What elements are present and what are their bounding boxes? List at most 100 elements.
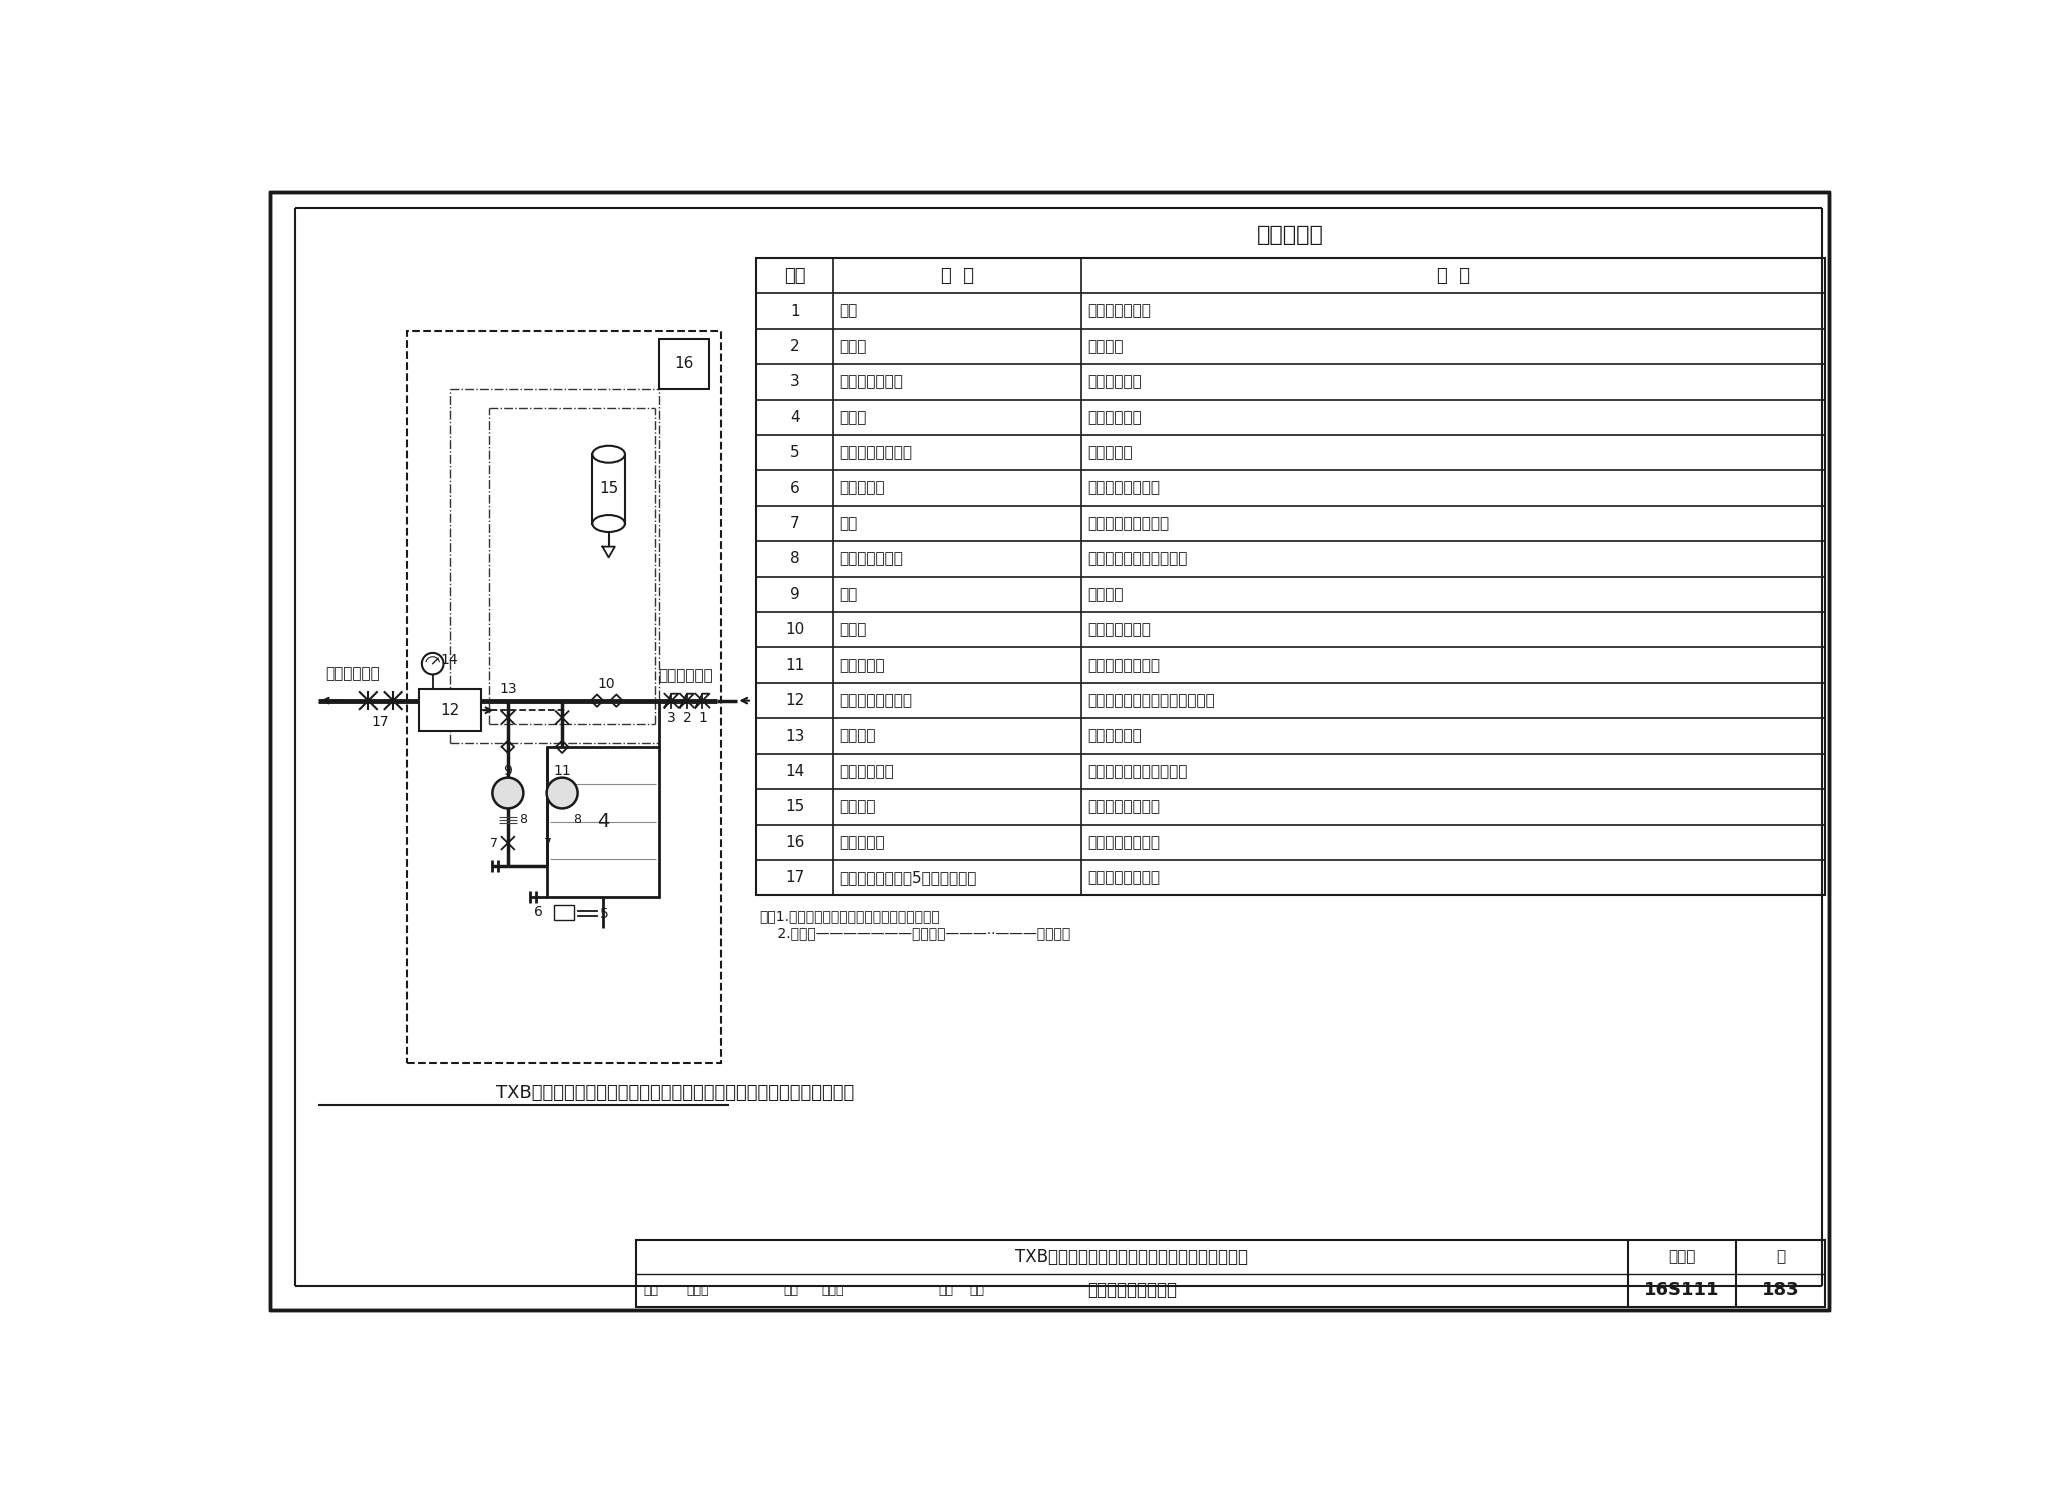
Text: 17: 17 — [371, 716, 389, 729]
Text: 水泵进、出口控制阀: 水泵进、出口控制阀 — [1087, 516, 1169, 531]
Text: TXB系列微机控制叠片同步自吸变频调速供水设备基本组成及控制原理图: TXB系列微机控制叠片同步自吸变频调速供水设备基本组成及控制原理图 — [496, 1085, 854, 1103]
Text: 13: 13 — [500, 682, 518, 696]
Ellipse shape — [592, 446, 625, 463]
Text: 校对: 校对 — [782, 1284, 799, 1298]
Text: 供连接消毒装置用: 供连接消毒装置用 — [1087, 870, 1161, 885]
Text: 1: 1 — [791, 304, 799, 318]
Text: 用  途: 用 途 — [1438, 266, 1470, 284]
Text: 9: 9 — [791, 586, 799, 601]
Text: 7: 7 — [489, 836, 498, 850]
Text: 主泵: 主泵 — [840, 586, 858, 601]
Circle shape — [422, 653, 444, 674]
Circle shape — [492, 778, 524, 808]
Text: 叠片同步自吸装置: 叠片同步自吸装置 — [840, 693, 913, 708]
Text: 10: 10 — [784, 622, 805, 637]
Bar — [555, 905, 573, 920]
Bar — [408, 330, 721, 1062]
Text: 3: 3 — [668, 711, 676, 725]
Text: 4: 4 — [791, 409, 799, 424]
Text: 液压水位控制阀: 液压水位控制阀 — [840, 375, 903, 390]
Text: 17: 17 — [784, 870, 805, 885]
Text: 2: 2 — [791, 339, 799, 354]
Text: 水质过滤: 水质过滤 — [1087, 339, 1124, 354]
Ellipse shape — [592, 515, 625, 533]
Text: 储水箱: 储水箱 — [840, 409, 866, 424]
Text: 183: 183 — [1761, 1281, 1800, 1299]
Text: 8: 8 — [791, 552, 799, 567]
Text: 9: 9 — [504, 765, 512, 778]
Text: 16: 16 — [784, 835, 805, 850]
Text: 水箱自洁消毒装置: 水箱自洁消毒装置 — [840, 445, 913, 460]
Text: 水箱进水控制阀: 水箱进水控制阀 — [1087, 304, 1151, 318]
Text: 消毒器接口（序号5未设置时用）: 消毒器接口（序号5未设置时用） — [840, 870, 977, 885]
Text: 电接点压力表: 电接点压力表 — [840, 763, 895, 778]
Text: 15: 15 — [598, 482, 618, 497]
Text: 储存所需水量: 储存所需水量 — [1087, 409, 1143, 424]
Text: 8: 8 — [520, 814, 528, 826]
Text: 14: 14 — [440, 653, 459, 667]
Text: 变频控制柜: 变频控制柜 — [840, 835, 885, 850]
Text: 连接用户管网: 连接用户管网 — [1087, 729, 1143, 744]
Text: 增压供水: 增压供水 — [1087, 586, 1124, 601]
Text: 刘旭军: 刘旭军 — [821, 1284, 844, 1298]
Bar — [547, 747, 659, 897]
Text: TXB系列微机控制叠片同步自吸变频调速供水设备: TXB系列微机控制叠片同步自吸变频调速供水设备 — [1016, 1247, 1247, 1266]
Text: 过滤器: 过滤器 — [840, 339, 866, 354]
Text: 8: 8 — [573, 814, 582, 826]
Text: 气压水罐: 气压水罐 — [840, 799, 877, 814]
Text: 不锈钢滤网: 不锈钢滤网 — [840, 481, 885, 496]
Text: 14: 14 — [784, 763, 805, 778]
Text: 2: 2 — [682, 711, 692, 725]
Text: 2.图例：———————控制线；———··———信号线。: 2.图例：———————控制线；———··———信号线。 — [760, 926, 1069, 940]
Text: 基本组成及控制原理: 基本组成及控制原理 — [1087, 1281, 1178, 1299]
Text: 3: 3 — [791, 375, 799, 390]
Text: 罗定元: 罗定元 — [686, 1284, 709, 1298]
Text: 防止蚊虫进入水箱: 防止蚊虫进入水箱 — [1087, 481, 1161, 496]
Text: 7: 7 — [791, 516, 799, 531]
Text: 4: 4 — [596, 812, 608, 832]
Text: 序号: 序号 — [784, 266, 805, 284]
Text: 水箱自动补水: 水箱自动补水 — [1087, 375, 1143, 390]
Bar — [756, 257, 1825, 896]
Text: 16S111: 16S111 — [1645, 1281, 1720, 1299]
Bar — [592, 454, 625, 524]
Text: 12: 12 — [440, 702, 459, 717]
Text: 1: 1 — [698, 711, 707, 725]
Text: 11: 11 — [553, 765, 571, 778]
Bar — [635, 1240, 1825, 1308]
Text: 止回阀: 止回阀 — [840, 622, 866, 637]
Bar — [418, 689, 481, 732]
Text: 图集号: 图集号 — [1669, 1248, 1696, 1265]
Text: 施炜: 施炜 — [969, 1284, 983, 1298]
Text: 出水总管: 出水总管 — [840, 729, 877, 744]
Text: 可曲挠橡胶接头: 可曲挠橡胶接头 — [840, 552, 903, 567]
Text: 10: 10 — [598, 677, 614, 690]
Bar — [659, 339, 709, 388]
Text: 对储水消毒: 对储水消毒 — [1087, 445, 1133, 460]
Text: 检测设备出水管供水压力: 检测设备出水管供水压力 — [1087, 763, 1188, 778]
Text: 7: 7 — [545, 836, 553, 850]
Text: 快速吸排水泵吸水管路中的空气: 快速吸排水泵吸水管路中的空气 — [1087, 693, 1214, 708]
Text: 5: 5 — [791, 445, 799, 460]
Text: 审核: 审核 — [643, 1284, 659, 1298]
Text: 6: 6 — [535, 905, 543, 920]
Text: 13: 13 — [784, 729, 805, 744]
Circle shape — [547, 778, 578, 808]
Text: 低谷用水辅助运行: 低谷用水辅助运行 — [1087, 658, 1161, 673]
Text: 5: 5 — [600, 906, 608, 921]
Text: 11: 11 — [784, 658, 805, 673]
Text: 设计: 设计 — [938, 1284, 952, 1298]
Text: 6: 6 — [791, 481, 799, 496]
Text: 接自供水管网: 接自供水管网 — [659, 668, 713, 683]
Text: 12: 12 — [784, 693, 805, 708]
Text: 15: 15 — [784, 799, 805, 814]
Text: 注：1.图中虚线框内为厂家成套设备供货范围。: 注：1.图中虚线框内为厂家成套设备供货范围。 — [760, 909, 940, 923]
Text: 小流量辅泵: 小流量辅泵 — [840, 658, 885, 673]
Text: 接至用户管网: 接至用户管网 — [326, 667, 381, 682]
Text: 主要部件表: 主要部件表 — [1257, 225, 1325, 244]
Text: 页: 页 — [1776, 1248, 1786, 1265]
Text: 隔振、便于管路拆卸检修: 隔振、便于管路拆卸检修 — [1087, 552, 1188, 567]
Text: 阀门: 阀门 — [840, 516, 858, 531]
Text: 16: 16 — [674, 356, 694, 371]
Text: 防止压力水回流: 防止压力水回流 — [1087, 622, 1151, 637]
